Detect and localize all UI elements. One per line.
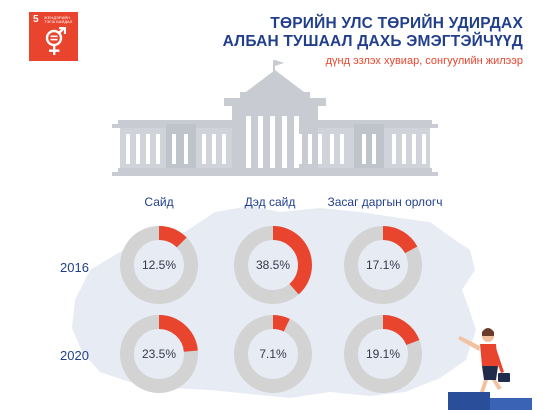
donut-slice <box>234 226 312 304</box>
donut-slice <box>344 226 422 304</box>
donut-2020-deputy-minister: 7.1% <box>233 314 313 394</box>
palace-columns <box>126 116 426 168</box>
donut-2020-deputy-governor: 19.1% <box>343 314 423 394</box>
sdg-label: ЖЕНДЭРИЙН ТЭГШ БАЙДАЛ <box>44 15 73 24</box>
value-label: 7.1% <box>259 347 287 361</box>
value-label: 19.1% <box>365 347 401 361</box>
page-title: ТӨРИЙН УЛС ТӨРИЙН УДИРДАХ АЛБАН ТУШААЛ Д… <box>223 15 523 51</box>
col-header-minister: Сайд <box>144 195 174 209</box>
donut-ring <box>120 226 198 304</box>
value-label: 23.5% <box>141 347 177 361</box>
donut-slice <box>120 226 198 304</box>
year-label-2020: 2020 <box>60 348 89 363</box>
donut-ring <box>344 226 422 304</box>
donut-2016-deputy-governor: 17.1% <box>343 225 423 305</box>
donut-ring <box>234 226 312 304</box>
title-line-2: АЛБАН ТУШААЛ ДАХЬ ЭМЭГТЭЙЧҮҮД <box>222 33 523 50</box>
donut-slice <box>234 315 312 393</box>
donut-ring <box>120 315 198 393</box>
value-label: 17.1% <box>365 258 401 272</box>
value-label: 38.5% <box>255 258 291 272</box>
gender-equality-icon <box>45 27 66 55</box>
donut-2020-minister: 23.5% <box>119 314 199 394</box>
businesswoman-icon <box>448 328 532 410</box>
donut-slice <box>120 315 198 393</box>
col-header-deputy-governor: Засаг даргын орлогч <box>327 195 443 209</box>
donut-ring <box>234 315 312 393</box>
year-label-2016: 2016 <box>60 260 89 275</box>
value-label: 12.5% <box>141 258 177 272</box>
donut-2016-deputy-minister: 38.5% <box>233 225 313 305</box>
donut-2016-minister: 12.5% <box>119 225 199 305</box>
donut-slice <box>344 315 422 393</box>
sdg5-badge: 5 ЖЕНДЭРИЙН ТЭГШ БАЙДАЛ <box>29 12 78 61</box>
sdg-number: 5 <box>33 14 39 25</box>
title-line-1: ТӨРИЙН УЛС ТӨРИЙН УДИРДАХ <box>270 15 523 32</box>
donut-ring <box>344 315 422 393</box>
col-header-deputy-minister: Дэд сайд <box>244 195 296 209</box>
page-subtitle: дүнд эзлэх хувиар, сонгуулийн жилээр <box>325 55 523 67</box>
